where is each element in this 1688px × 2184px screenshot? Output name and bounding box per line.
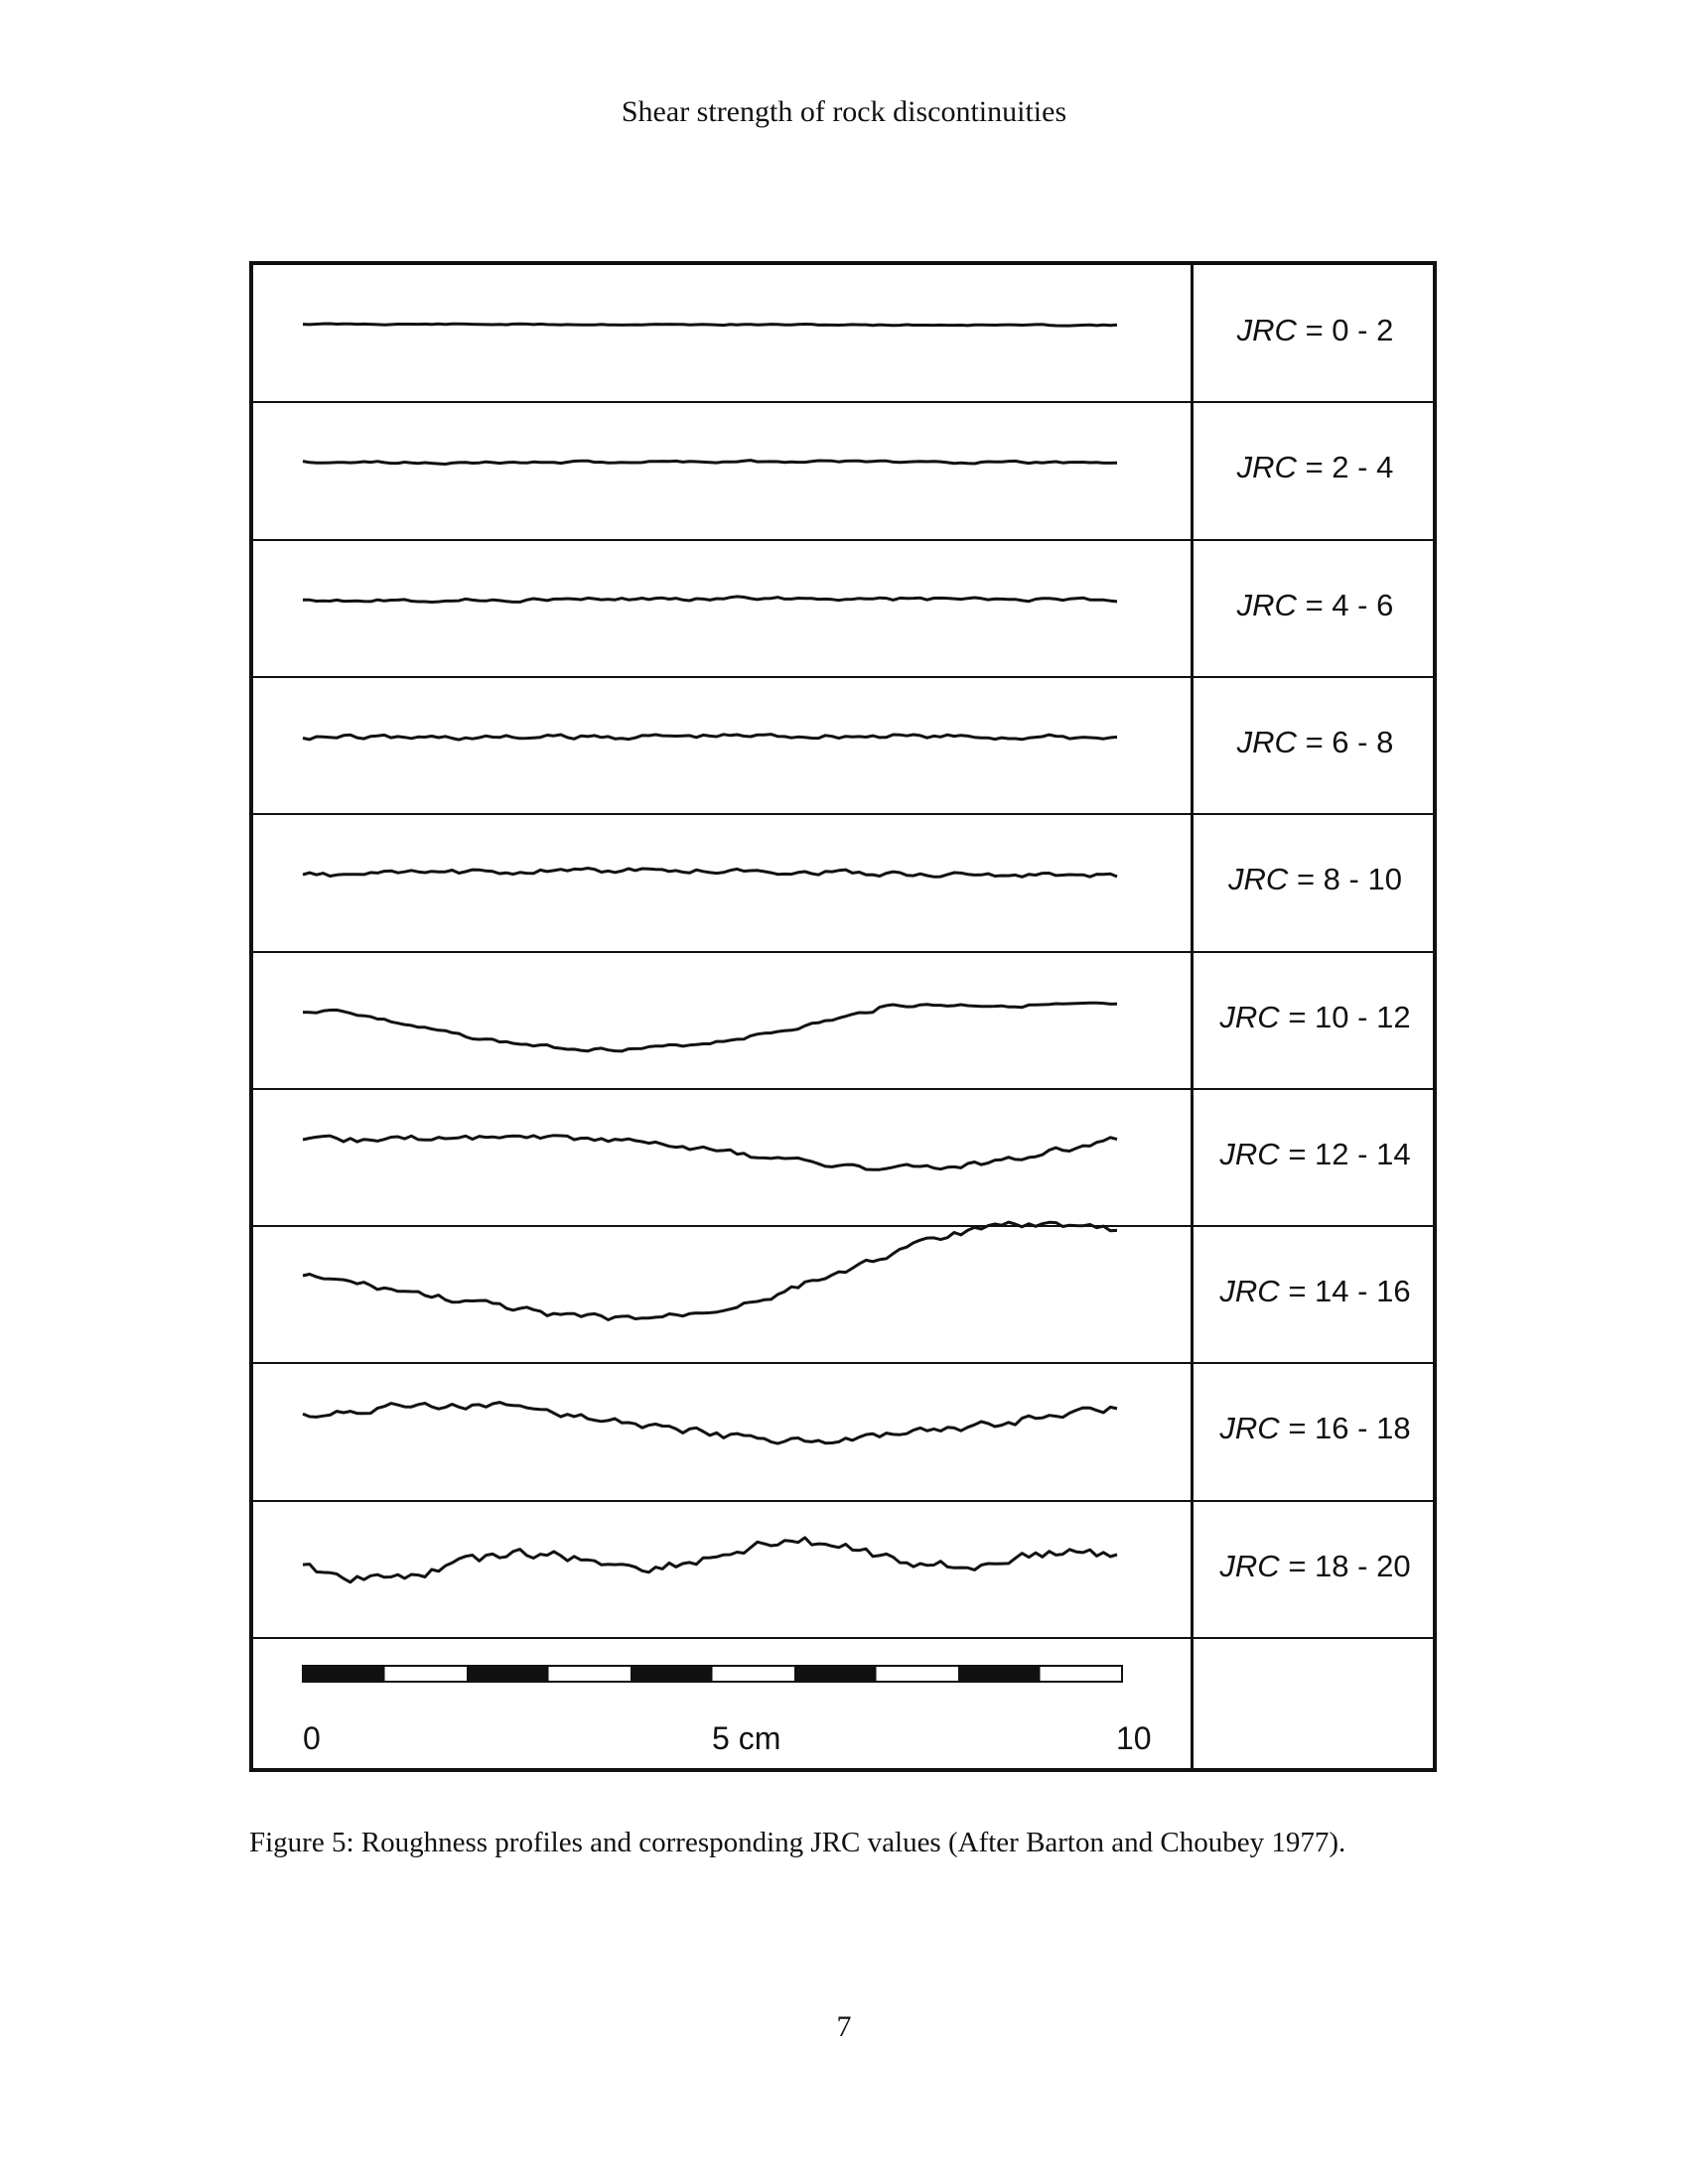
jrc-range: = 6 - 8 bbox=[1305, 724, 1394, 759]
scale-label-start: 0 bbox=[303, 1720, 321, 1756]
label-column-divider bbox=[1191, 265, 1194, 1768]
jrc-range: = 8 - 10 bbox=[1296, 862, 1402, 897]
jrc-profile-figure: JRC = 0 - 2 JRC = 2 - 4 JRC = 4 - 6 JRC = 6… bbox=[249, 261, 1437, 1772]
scale-bar-segment bbox=[958, 1666, 1041, 1682]
row-divider bbox=[253, 950, 1433, 953]
jrc-range: = 14 - 16 bbox=[1288, 1274, 1411, 1309]
jrc-symbol: JRC bbox=[1219, 1548, 1280, 1583]
scale-bar-segment bbox=[303, 1666, 385, 1682]
jrc-label: JRC = 16 - 18 bbox=[1194, 1413, 1437, 1443]
jrc-range: = 4 - 6 bbox=[1305, 587, 1394, 622]
jrc-label: JRC = 12 - 14 bbox=[1194, 1139, 1437, 1169]
roughness-profile-line bbox=[302, 595, 1118, 604]
jrc-label: JRC = 4 - 6 bbox=[1194, 590, 1437, 620]
jrc-label: JRC = 6 - 8 bbox=[1194, 727, 1437, 757]
jrc-label: JRC = 18 - 20 bbox=[1194, 1551, 1437, 1581]
jrc-symbol: JRC bbox=[1228, 862, 1289, 897]
jrc-symbol: JRC bbox=[1219, 1136, 1280, 1171]
row-divider bbox=[253, 675, 1433, 678]
row-divider bbox=[253, 401, 1433, 404]
page-number: 7 bbox=[836, 2010, 852, 2043]
scale-label-end: 10 bbox=[1116, 1720, 1152, 1756]
jrc-symbol: JRC bbox=[1219, 999, 1280, 1034]
roughness-profile-line bbox=[302, 459, 1118, 466]
roughness-profile-line bbox=[302, 322, 1118, 328]
figure-caption: Figure 5: Roughness profiles and corresp… bbox=[249, 1827, 1346, 1858]
jrc-symbol: JRC bbox=[1219, 1274, 1280, 1309]
scale-bar-segment bbox=[794, 1666, 877, 1682]
jrc-symbol: JRC bbox=[1236, 313, 1297, 347]
jrc-range: = 12 - 14 bbox=[1288, 1136, 1411, 1171]
running-title: Shear strength of rock discontinuities bbox=[621, 95, 1067, 128]
roughness-profile-line bbox=[302, 867, 1118, 879]
jrc-symbol: JRC bbox=[1236, 450, 1297, 485]
row-divider bbox=[253, 813, 1433, 816]
jrc-symbol: JRC bbox=[1236, 587, 1297, 622]
scale-bar-segment bbox=[467, 1666, 549, 1682]
scale-bar-segment bbox=[631, 1666, 713, 1682]
jrc-label: JRC = 8 - 10 bbox=[1194, 864, 1437, 894]
scale-label-mid: 5 cm bbox=[712, 1720, 781, 1756]
jrc-symbol: JRC bbox=[1236, 724, 1297, 759]
roughness-profile-line bbox=[302, 1134, 1118, 1171]
row-divider bbox=[253, 1499, 1433, 1502]
jrc-symbol: JRC bbox=[1219, 1411, 1280, 1446]
jrc-range: = 10 - 12 bbox=[1288, 999, 1411, 1034]
row-divider bbox=[253, 1637, 1433, 1639]
row-divider bbox=[253, 1225, 1433, 1228]
roughness-profile-line bbox=[302, 1401, 1118, 1445]
roughness-profiles bbox=[302, 322, 1123, 1683]
row-divider bbox=[253, 538, 1433, 541]
jrc-label: JRC = 2 - 4 bbox=[1194, 452, 1437, 482]
roughness-profile-line bbox=[302, 733, 1118, 742]
jrc-label: JRC = 0 - 2 bbox=[1194, 315, 1437, 345]
row-divider bbox=[253, 1087, 1433, 1090]
jrc-label: JRC = 10 - 12 bbox=[1194, 1002, 1437, 1032]
roughness-profile-line bbox=[302, 1001, 1118, 1053]
jrc-label: JRC = 14 - 16 bbox=[1194, 1276, 1437, 1306]
roughness-profile-line bbox=[302, 1536, 1118, 1584]
jrc-range: = 16 - 18 bbox=[1288, 1411, 1411, 1446]
jrc-range: = 0 - 2 bbox=[1305, 313, 1394, 347]
jrc-range: = 18 - 20 bbox=[1288, 1548, 1411, 1583]
roughness-profile-line bbox=[302, 1220, 1118, 1321]
row-divider bbox=[253, 1362, 1433, 1365]
jrc-range: = 2 - 4 bbox=[1305, 450, 1394, 485]
